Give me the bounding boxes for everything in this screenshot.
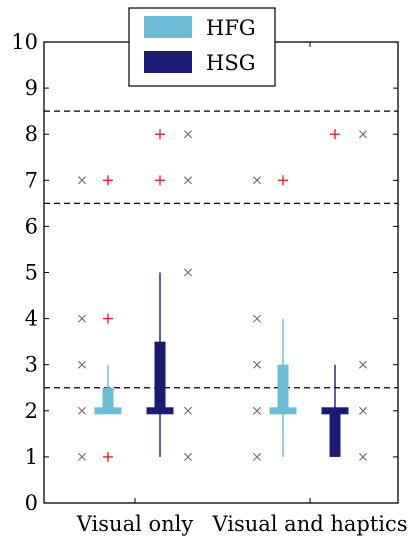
boxes-layer	[95, 273, 349, 457]
raw-point	[359, 361, 366, 368]
legend-label-hfg: HFG	[206, 16, 256, 40]
legend: HFG HSG	[129, 8, 275, 86]
raw-point	[253, 177, 260, 184]
y-tick-label: 4	[25, 307, 38, 331]
y-tick-label: 0	[25, 491, 38, 515]
raw-point	[78, 453, 85, 460]
outlier-point	[103, 314, 113, 324]
median-bar	[270, 407, 297, 414]
outlier-point	[278, 175, 288, 185]
y-tick-label: 8	[25, 122, 38, 146]
raw-point	[78, 177, 85, 184]
outliers-layer	[103, 129, 340, 462]
reference-lines	[44, 111, 398, 388]
y-tick-label: 1	[25, 445, 38, 469]
raw-point	[184, 453, 191, 460]
x-category-label: Visual only	[76, 512, 194, 536]
raw-point	[78, 407, 85, 414]
y-tick-label: 6	[25, 214, 38, 238]
y-tick-label: 5	[25, 261, 38, 285]
y-tick-label: 7	[25, 168, 38, 192]
outlier-point	[155, 129, 165, 139]
median-bar	[322, 407, 349, 414]
raw-point	[184, 269, 191, 276]
box-hsg	[147, 273, 174, 457]
raw-point	[359, 453, 366, 460]
box-hsg	[322, 365, 349, 457]
box-hfg	[95, 365, 122, 415]
legend-label-hsg: HSG	[206, 51, 255, 75]
outlier-point	[103, 175, 113, 185]
raw-point	[253, 361, 260, 368]
median-bar	[147, 407, 174, 414]
raw-point	[253, 407, 260, 414]
outlier-point	[155, 175, 165, 185]
box-hfg	[270, 319, 297, 457]
y-tick-label: 2	[25, 399, 38, 423]
x-axis: Visual only Visual and haptics	[76, 42, 408, 536]
outlier-point	[330, 129, 340, 139]
y-tick-label: 3	[25, 353, 38, 377]
y-tick-label: 10	[11, 30, 38, 54]
raw-point	[184, 177, 191, 184]
median-bar	[95, 407, 122, 414]
raw-point	[184, 131, 191, 138]
legend-swatch-hfg	[144, 16, 192, 38]
x-category-label: Visual and haptics	[211, 512, 407, 536]
raw-point	[78, 361, 85, 368]
box-body	[155, 342, 166, 411]
legend-swatch-hsg	[144, 51, 192, 73]
raw-point	[184, 407, 191, 414]
box-body	[278, 365, 289, 411]
raw-point	[253, 315, 260, 322]
y-tick-label: 9	[25, 76, 38, 100]
raw-point	[359, 407, 366, 414]
outlier-point	[103, 452, 113, 462]
raw-point	[359, 131, 366, 138]
raw-point	[78, 315, 85, 322]
box-body	[330, 411, 341, 457]
raw-point	[253, 453, 260, 460]
